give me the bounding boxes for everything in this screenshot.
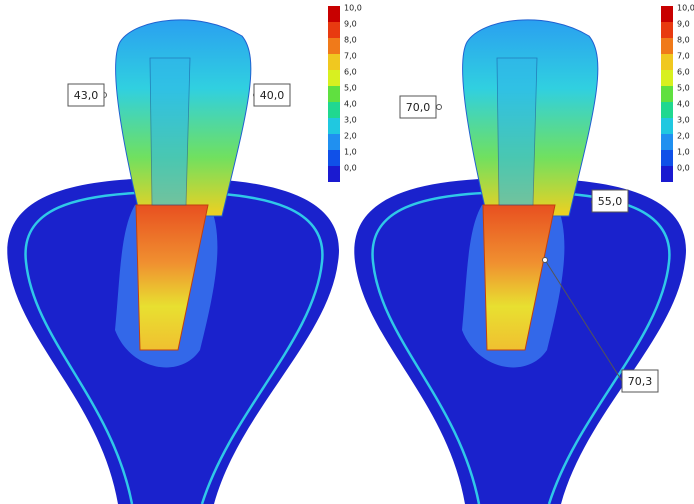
legend-label: 5,0	[677, 84, 690, 93]
probe-point	[543, 258, 548, 263]
figure: 10,0 9,0 8,0 7,0 6,0 5,0 4,0 3,0 2,0 1,0 0,0 43,0 40…	[0, 0, 694, 504]
legend-label: 9,0	[677, 20, 690, 29]
legend-label: 6,0	[677, 68, 690, 77]
legend-swatch	[661, 134, 673, 150]
legend-swatch	[328, 118, 340, 134]
callout-label: 70,0	[406, 101, 431, 114]
legend-swatch	[661, 70, 673, 86]
legend-swatch	[328, 102, 340, 118]
legend-swatch	[661, 150, 673, 166]
legend-label: 4,0	[677, 100, 690, 109]
stress-model	[354, 20, 686, 504]
legend-label: 7,0	[344, 52, 357, 61]
legend-label: 1,0	[344, 148, 357, 157]
legend-label: 5,0	[344, 84, 357, 93]
legend-swatch	[661, 86, 673, 102]
legend-label: 3,0	[677, 116, 690, 125]
callout-label: 70,3	[628, 375, 653, 388]
legend-label: 10,0	[677, 4, 694, 13]
legend-label: 0,0	[344, 164, 357, 173]
legend-label: 7,0	[677, 52, 690, 61]
legend-swatch	[661, 102, 673, 118]
legend-swatch	[661, 118, 673, 134]
legend-swatch	[328, 166, 340, 182]
callout-label: 55,0	[598, 195, 623, 208]
callout-label: 43,0	[74, 89, 99, 102]
legend-swatch	[661, 6, 673, 22]
legend-swatch	[661, 166, 673, 182]
legend-swatch	[661, 38, 673, 54]
legend-swatch	[328, 22, 340, 38]
legend-label: 9,0	[344, 20, 357, 29]
legend-swatch	[661, 22, 673, 38]
legend-label: 8,0	[677, 36, 690, 45]
probe-point	[437, 105, 442, 110]
legend-swatch	[328, 70, 340, 86]
legend-label: 0,0	[677, 164, 690, 173]
legend-swatch	[328, 134, 340, 150]
legend-swatch	[661, 54, 673, 70]
legend-swatch	[328, 150, 340, 166]
legend-label: 8,0	[344, 36, 357, 45]
legend-label: 2,0	[344, 132, 357, 141]
legend-label: 2,0	[677, 132, 690, 141]
legend-label: 1,0	[677, 148, 690, 157]
legend-label: 3,0	[344, 116, 357, 125]
legend-label: 4,0	[344, 100, 357, 109]
legend-label: 10,0	[344, 4, 362, 13]
legend-swatch	[328, 38, 340, 54]
legend-swatch	[328, 54, 340, 70]
legend-label: 6,0	[344, 68, 357, 77]
callout-label: 40,0	[260, 89, 285, 102]
legend-swatch	[328, 6, 340, 22]
legend-swatch	[328, 86, 340, 102]
